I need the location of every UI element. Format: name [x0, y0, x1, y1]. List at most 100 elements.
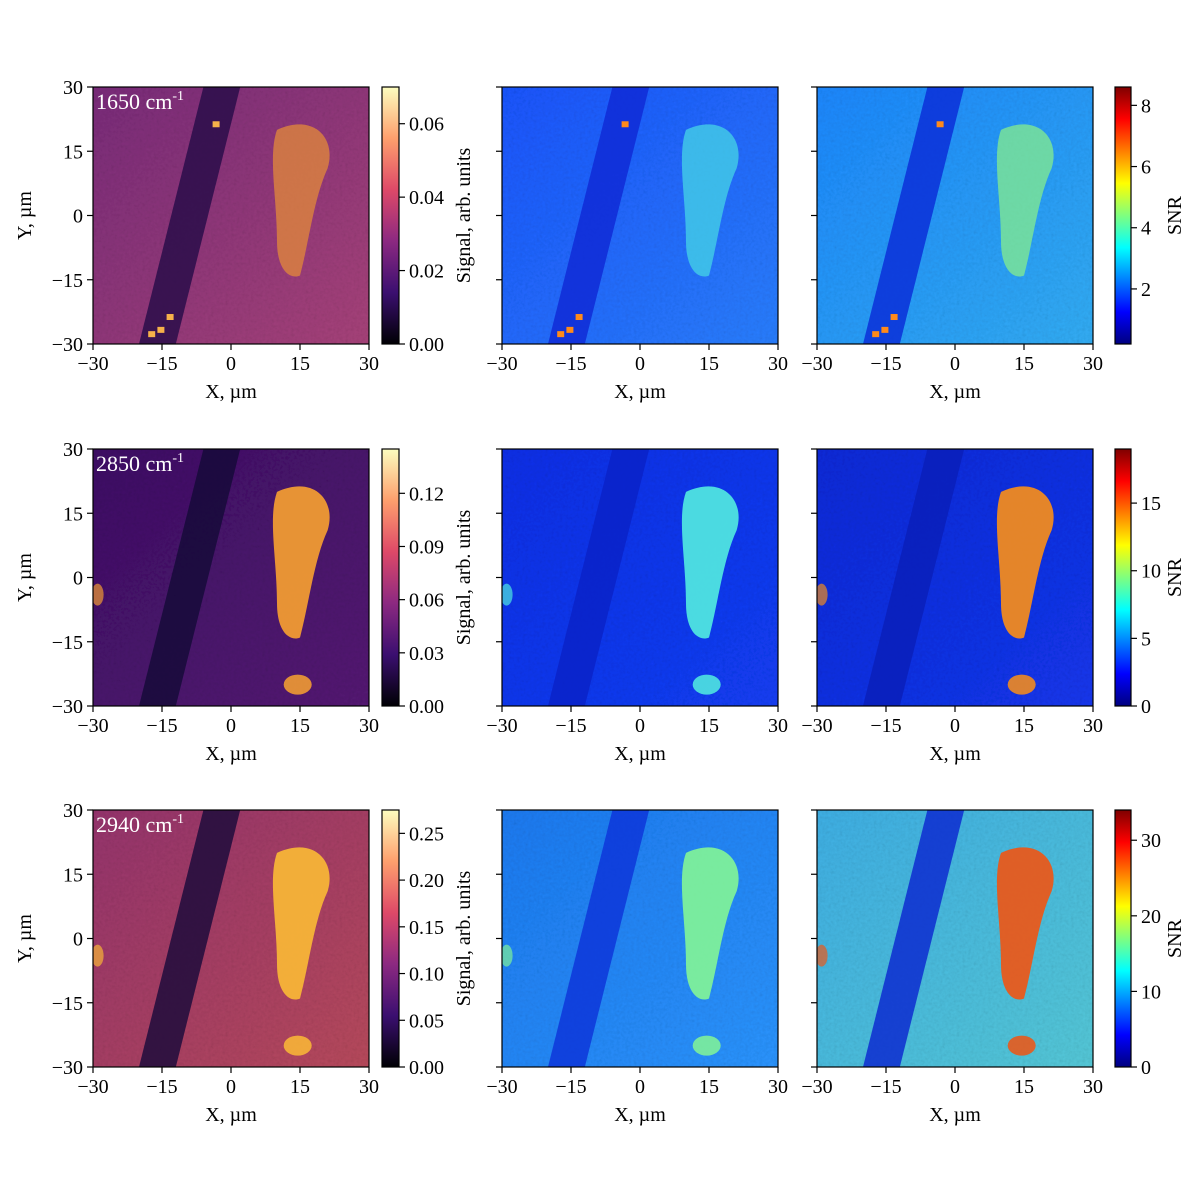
signal-colorbar-tick: 0.00	[409, 334, 444, 356]
y-axis-label: Y, µm	[14, 553, 36, 602]
y-tick-label: 30	[63, 439, 83, 461]
noise-image	[502, 810, 778, 1067]
snr-colorbar-label: SNR	[1164, 195, 1186, 235]
snr-colorbar-tick: 5	[1141, 628, 1151, 650]
x-tick-label: −15	[870, 353, 901, 375]
x-tick-label: 0	[226, 1076, 236, 1098]
noise-panel: −30 −15 0 15 30 X, µm	[486, 86, 788, 403]
x-axis-label: X, µm	[929, 1104, 981, 1126]
droplet	[681, 124, 739, 277]
x-tick-label: −30	[77, 353, 108, 375]
x-tick-label: −30	[486, 353, 517, 375]
snr-image	[817, 449, 1093, 706]
edge-droplet	[93, 944, 104, 967]
noise-panel: −30 −15 0 15 30 X, µm	[486, 448, 788, 765]
wavenumber-label: 2940 cm-1	[96, 812, 184, 837]
x-tick-label: −15	[870, 715, 901, 737]
snr-colorbar-tick: 4	[1141, 218, 1151, 240]
x-tick-label: 0	[950, 353, 960, 375]
wavenumber-label: 2850 cm-1	[96, 451, 184, 476]
edge-droplet	[502, 944, 513, 967]
hot-spot	[881, 326, 889, 333]
x-axis-label: X, µm	[205, 743, 257, 765]
snr-colorbar-tick: 15	[1141, 493, 1161, 515]
snr-colorbar-tick: 30	[1141, 830, 1161, 852]
fibre-stripe	[863, 449, 965, 706]
signal-colorbar-tick: 0.04	[409, 187, 444, 209]
droplet	[272, 124, 330, 277]
snr-colorbar-tick: 10	[1141, 981, 1161, 1003]
small-droplet	[1007, 1035, 1036, 1056]
y-tick-label: 15	[63, 141, 83, 163]
x-tick-label: −30	[801, 353, 832, 375]
snr-panel: −30 −15 0 15 30 X, µm	[801, 448, 1103, 765]
snr-panel: −30 −15 0 15 30 X, µm	[801, 809, 1103, 1126]
x-axis-label: X, µm	[614, 1104, 666, 1126]
y-tick-label: 0	[73, 206, 83, 228]
fibre-stripe	[139, 810, 241, 1067]
droplet	[681, 847, 739, 1000]
fibre-stripe	[548, 449, 650, 706]
y-tick-label: 0	[73, 568, 83, 590]
x-tick-label: 0	[226, 353, 236, 375]
edge-droplet	[93, 583, 104, 606]
x-tick-label: 0	[950, 715, 960, 737]
hot-spot	[575, 314, 583, 321]
x-tick-label: −15	[555, 715, 586, 737]
x-tick-label: −30	[77, 1076, 108, 1098]
signal-colorbar-tick: 0.03	[409, 643, 444, 665]
noise-panel: −30 −15 0 15 30 X, µm	[486, 809, 788, 1126]
x-tick-label: −15	[555, 1076, 586, 1098]
snr-colorbar-tick: 10	[1141, 561, 1161, 583]
small-droplet	[283, 674, 312, 695]
signal-colorbar-tick: 0.10	[409, 964, 444, 986]
signal-colorbar-tick: 0.12	[409, 483, 444, 505]
x-tick-label: 30	[1083, 1076, 1103, 1098]
snr-colorbar	[1114, 86, 1132, 345]
x-tick-label: 30	[1083, 353, 1103, 375]
fibre-stripe	[863, 810, 965, 1067]
signal-colorbar	[381, 809, 400, 1068]
x-tick-label: 0	[635, 715, 645, 737]
x-tick-label: −15	[870, 1076, 901, 1098]
y-tick-label: 30	[63, 77, 83, 99]
signal-image	[93, 87, 369, 344]
fibre-stripe	[548, 810, 650, 1067]
droplet	[272, 486, 330, 639]
x-tick-label: 15	[699, 1076, 719, 1098]
x-axis-label: X, µm	[614, 381, 666, 403]
x-axis-label: X, µm	[205, 1104, 257, 1126]
x-tick-label: −30	[77, 715, 108, 737]
x-tick-label: −30	[486, 715, 517, 737]
signal-colorbar-tick: 0.20	[409, 870, 444, 892]
fibre-stripe	[863, 87, 965, 344]
y-tick-label: −15	[52, 270, 83, 292]
signal-panel: −30 −15 0 15 30 X, µm 30 15 0 −15 −30 Y, µm 2850 cm-…	[14, 439, 379, 765]
signal-colorbar	[381, 448, 400, 707]
x-tick-label: 15	[1014, 715, 1034, 737]
fibre-stripe	[139, 87, 241, 344]
snr-colorbar	[1114, 809, 1132, 1068]
hot-spot	[621, 121, 629, 128]
x-tick-label: 30	[359, 1076, 379, 1098]
signal-panel: −30 −15 0 15 30 X, µm 30 15 0 −15 −30 Y, µm 2940 cm-…	[14, 800, 379, 1126]
snr-colorbar-tick: 0	[1141, 696, 1151, 718]
fibre-stripe	[548, 87, 650, 344]
y-tick-label: −15	[52, 632, 83, 654]
y-tick-label: 0	[73, 929, 83, 951]
snr-colorbar-tick: 20	[1141, 906, 1161, 928]
signal-colorbar-label: Signal, arb. units	[453, 148, 475, 284]
x-tick-label: −15	[146, 715, 177, 737]
x-tick-label: 0	[226, 715, 236, 737]
x-tick-label: −15	[146, 1076, 177, 1098]
signal-panel: −30 −15 0 15 30 X, µm 30 15 0 −15 −30 Y, µm 1650 cm-…	[14, 77, 379, 403]
snr-colorbar-label: SNR	[1164, 918, 1186, 958]
hot-spot	[557, 331, 565, 338]
x-axis-label: X, µm	[929, 381, 981, 403]
edge-droplet	[502, 583, 513, 606]
x-tick-label: 30	[359, 353, 379, 375]
snr-colorbar-tick: 2	[1141, 279, 1151, 301]
x-tick-label: −30	[801, 1076, 832, 1098]
signal-colorbar-tick: 0.09	[409, 536, 444, 558]
